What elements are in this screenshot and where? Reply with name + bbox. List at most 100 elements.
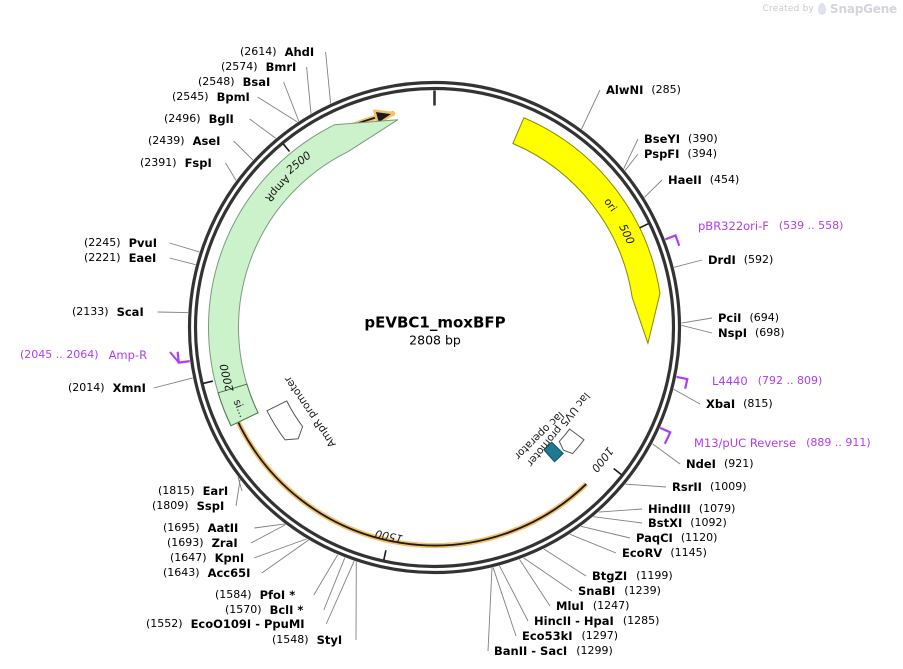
features-group — [208, 109, 661, 548]
leader-line — [306, 66, 312, 114]
leader-line — [325, 560, 355, 625]
enzyme-label: NdeI (921) — [686, 457, 754, 471]
leader-line — [325, 51, 332, 104]
enzyme-label: (1815) EarI — [158, 484, 228, 498]
leader-line — [681, 317, 713, 324]
enzyme-label: Eco53kI (1297) — [522, 629, 618, 643]
leader-line — [233, 140, 254, 161]
primer-label: (2045 .. 2064) Amp-R — [20, 348, 147, 362]
enzyme-label: (2221) EaeI — [84, 251, 156, 265]
enzyme-label: (2545) BpmI — [172, 90, 250, 104]
enzyme-label: (1548) StyI — [272, 633, 342, 647]
leader-line — [581, 525, 631, 539]
enzyme-label: (2133) ScaI — [72, 305, 144, 319]
enzyme-label: BanII - SacI (1299) — [494, 644, 613, 658]
axis-tick — [382, 550, 387, 561]
primer-marker — [664, 234, 681, 247]
leader-line — [237, 477, 243, 492]
leader-line — [250, 524, 286, 544]
enzyme-label: PaqCI (1120) — [636, 531, 717, 545]
backbone-inner-ring — [193, 86, 676, 569]
leader-line — [169, 242, 200, 253]
enzyme-label: (1809) SspI — [152, 499, 224, 513]
leader-line — [487, 567, 493, 652]
leader-line — [673, 388, 701, 405]
feature-ampr-promoter — [266, 400, 304, 441]
enzyme-label: (1552) EcoO109I - PpuMI — [146, 617, 305, 631]
enzyme-label: (1647) KpnI — [170, 551, 244, 565]
enzyme-label: BstXI (1092) — [648, 516, 727, 530]
primer-leader — [169, 351, 180, 364]
enzyme-label: (2439) AseI — [148, 134, 220, 148]
leader-line — [492, 567, 517, 637]
leader-line — [257, 96, 298, 123]
leader-line — [169, 257, 196, 266]
leader-line — [323, 557, 346, 611]
enzyme-label: DrdI (592) — [708, 253, 773, 267]
leader-line — [153, 377, 193, 389]
enzyme-label: (2496) BglI — [164, 112, 234, 126]
enzyme-label: (1695) AatII — [163, 521, 238, 535]
leader-line — [313, 554, 339, 596]
enzyme-label: (2548) BsaI — [198, 75, 270, 89]
primer-label: L4440 (792 .. 809) — [712, 374, 822, 388]
enzyme-label: NspI (698) — [718, 326, 785, 340]
leader-line — [225, 162, 237, 181]
enzyme-label: BseYI (390) — [644, 132, 718, 146]
leader-line — [623, 138, 639, 169]
primer-marker — [176, 351, 190, 364]
enzyme-label: RsrII (1009) — [672, 480, 747, 494]
enzyme-label: BtgZI (1199) — [592, 569, 673, 583]
enzyme-label: (2391) FspI — [140, 156, 212, 170]
leader-line — [593, 516, 643, 524]
leader-line — [624, 153, 639, 171]
feature-signal-peptide — [217, 383, 259, 427]
leader-line — [261, 539, 309, 574]
snapgene-drop-icon — [818, 3, 827, 15]
primers-group — [176, 234, 689, 445]
leader-line — [157, 311, 188, 314]
watermark-brand: SnapGene — [830, 2, 897, 16]
primer-marker — [676, 375, 689, 389]
axis-tick — [282, 143, 291, 153]
leader-line — [581, 89, 601, 130]
enzyme-label: (2245) PvuI — [84, 236, 157, 250]
leader-line — [235, 479, 241, 507]
watermark-prefix: Created by — [762, 4, 815, 14]
enzyme-label: HaeII (454) — [668, 173, 739, 187]
backbone-outer-ring — [187, 80, 682, 575]
enzyme-label: (2614) AhdI — [240, 45, 314, 59]
snapgene-watermark: Created by SnapGene — [762, 2, 898, 16]
leader-line — [673, 259, 703, 268]
enzyme-label: MluI (1247) — [556, 599, 629, 613]
enzyme-label: HindIII (1079) — [648, 502, 735, 516]
feature-ori — [512, 117, 661, 346]
leader-line — [652, 443, 681, 465]
leader-line — [543, 548, 587, 577]
leader-line — [598, 508, 643, 513]
axis-tick-label: 1500 — [374, 527, 404, 546]
page-title: pEVBC1_moxBFP — [364, 314, 505, 332]
feature-ampr — [208, 119, 399, 427]
enzyme-label: (1584) PfoI * — [215, 588, 295, 602]
leader-line — [253, 538, 307, 559]
leader-line — [249, 118, 276, 139]
axis-tick — [202, 380, 214, 385]
axis-tick — [639, 222, 649, 229]
feature-lac-operator — [543, 441, 564, 463]
enzyme-label: EcoRV (1145) — [622, 546, 707, 560]
leader-line — [523, 557, 573, 592]
primer-marker — [659, 426, 672, 445]
enzyme-label: XbaI (815) — [706, 397, 773, 411]
leader-line — [519, 559, 551, 607]
leader-lines-group — [153, 51, 713, 652]
primer-label: M13/pUC Reverse (889 .. 911) — [694, 436, 871, 450]
enzyme-label: (2014) XmnI — [68, 381, 146, 395]
enzyme-label: (1643) Acc65I — [163, 566, 250, 580]
enzyme-label: PspFI (394) — [644, 147, 717, 161]
leader-line — [569, 533, 617, 554]
axis-tick — [613, 467, 623, 476]
enzyme-label: PciI (694) — [718, 311, 779, 325]
